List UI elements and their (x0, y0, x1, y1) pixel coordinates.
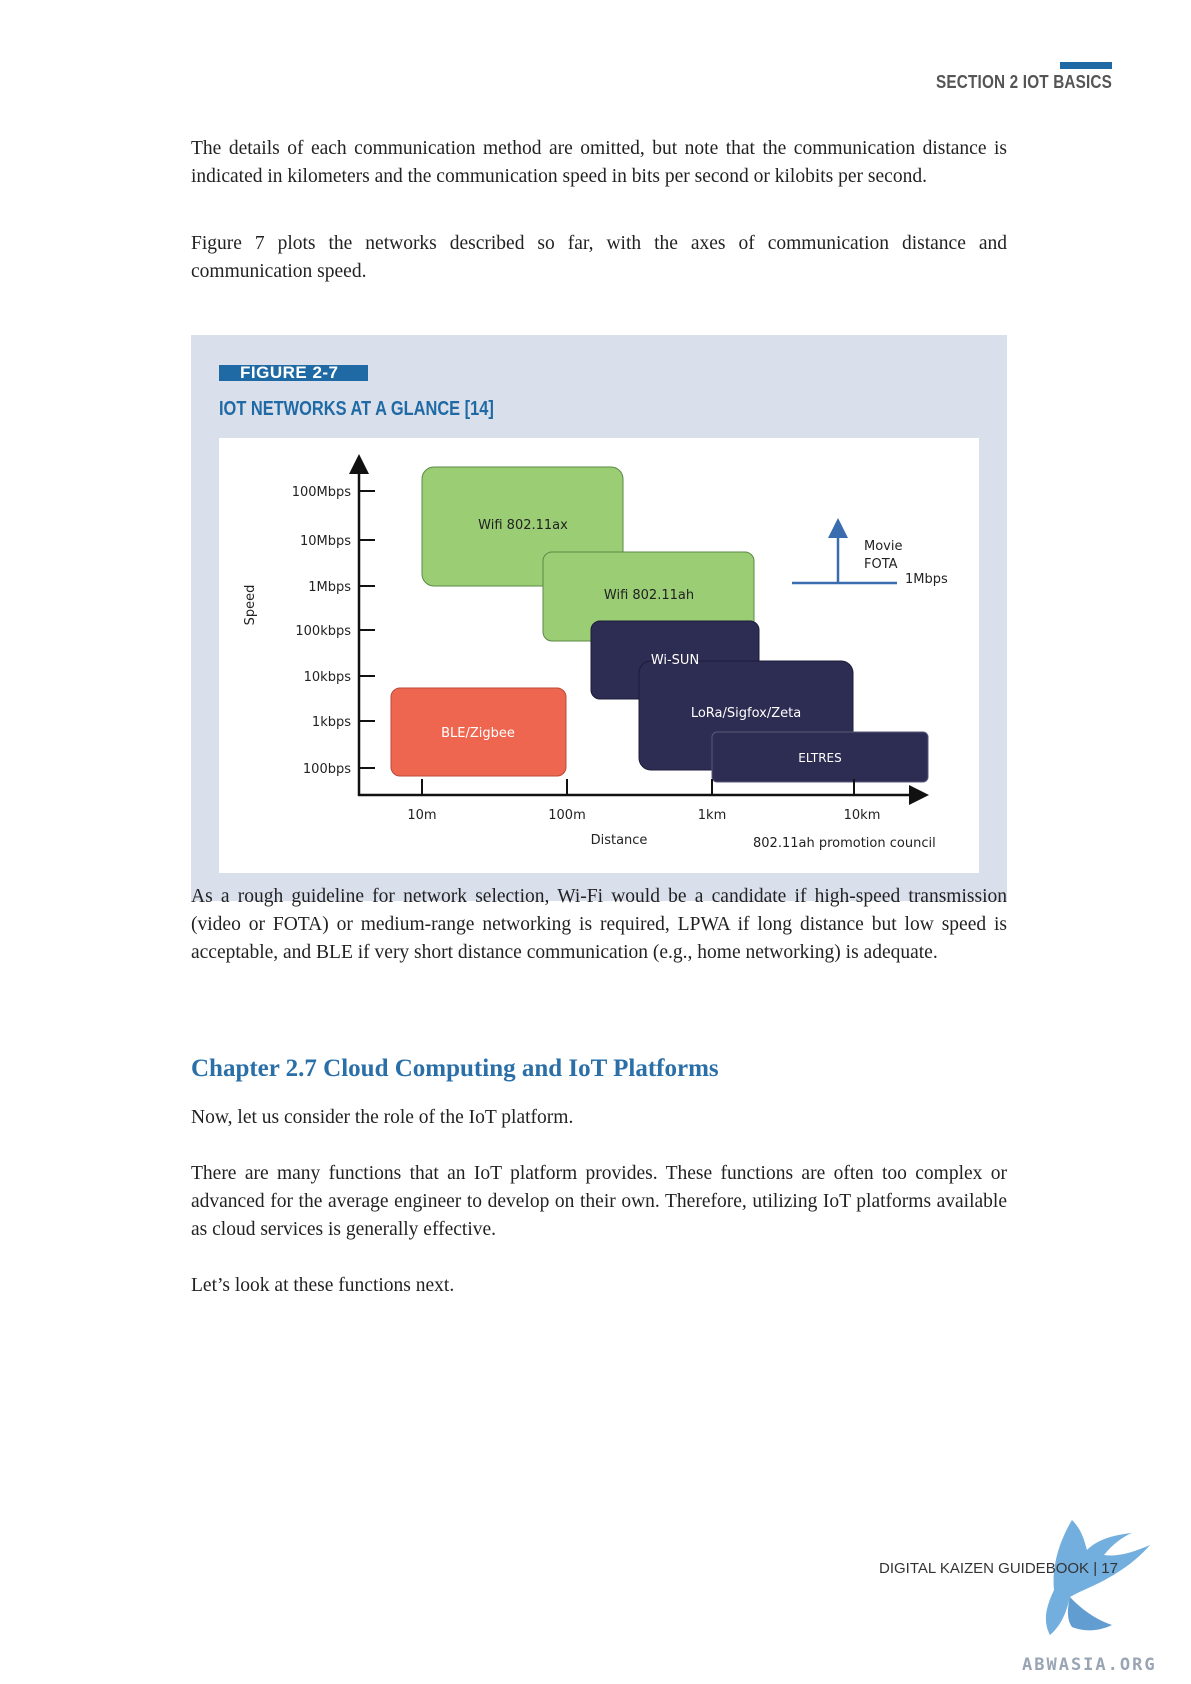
footer-text: DIGITAL KAIZEN GUIDEBOOK | 17 (879, 1560, 1118, 1577)
y-tick-label: 100Mbps (292, 485, 352, 500)
x-ticks (421, 779, 855, 795)
y-axis-label: Speed (243, 585, 258, 626)
paragraph: The details of each communication method… (191, 138, 1007, 187)
chapter-heading: Chapter 2.7 Cloud Computing and IoT Plat… (191, 1055, 719, 1082)
paragraph: As a rough guideline for network selecti… (191, 886, 1007, 963)
x-tick-label: 10m (407, 808, 436, 823)
y-ticks (359, 490, 375, 769)
y-tick-label: 1Mbps (308, 580, 351, 595)
series-label-eltres: ELTRES (798, 751, 841, 765)
series-box-eltres (711, 731, 929, 783)
paragraph: There are many functions that an IoT pla… (191, 1163, 1007, 1240)
watermark-text: ABWASIA.ORG (1022, 1655, 1157, 1675)
watermark-dragon-icon (1045, 1520, 1150, 1635)
x-axis-label: Distance (591, 833, 648, 848)
chart-area: Wifi 802.11ax Wifi 802.11ah Wi-SUN LoRa/… (219, 438, 979, 873)
series-box-ble-zigbee (390, 687, 567, 777)
header-accent-bar (1060, 62, 1112, 69)
reference-label-line1: Movie (864, 539, 902, 554)
y-tick-label: 10kbps (304, 670, 352, 685)
section-header: SECTION 2 IOT BASICS (936, 72, 1112, 92)
figure-panel: FIGURE 2-7 IOT NETWORKS AT A GLANCE [14]… (191, 335, 1007, 901)
reference-level-label: 1Mbps (905, 572, 948, 587)
series-label-wi-sun: Wi-SUN (651, 653, 699, 668)
y-tick-label: 1kbps (312, 715, 351, 730)
y-tick-label: 10Mbps (300, 534, 351, 549)
series-label-ble-zigbee: BLE/Zigbee (441, 726, 515, 741)
x-tick-label: 1km (698, 808, 726, 823)
x-tick-label: 100m (548, 808, 585, 823)
paragraph: Let’s look at these functions next. (191, 1275, 455, 1296)
figure-title: IOT NETWORKS AT A GLANCE [14] (219, 398, 494, 420)
figure-label: FIGURE 2-7 (219, 364, 368, 381)
network-chart: Wifi 802.11ax Wifi 802.11ah Wi-SUN LoRa/… (243, 454, 948, 851)
paragraph: Now, let us consider the role of the IoT… (191, 1107, 574, 1128)
paragraph: Figure 7 plots the networks described so… (191, 233, 1007, 282)
x-tick-label: 10km (844, 808, 881, 823)
chart-source: 802.11ah promotion council (753, 836, 936, 851)
series-label-wifi-80211ax: Wifi 802.11ax (478, 518, 568, 533)
series-label-wifi-80211ah: Wifi 802.11ah (604, 588, 694, 603)
y-tick-label: 100bps (303, 762, 351, 777)
y-tick-label: 100kbps (295, 624, 351, 639)
reference-label-line2: FOTA (864, 557, 898, 572)
series-label-lora-sigfox-zeta: LoRa/Sigfox/Zeta (691, 706, 801, 721)
